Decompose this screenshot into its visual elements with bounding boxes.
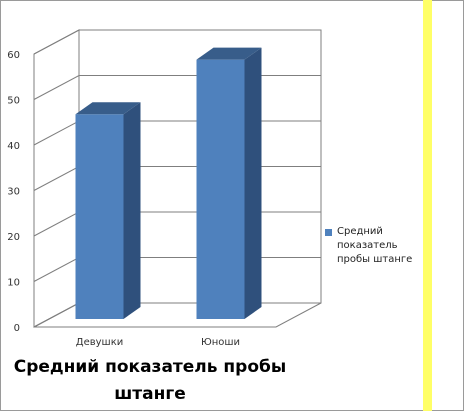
bar-front <box>75 114 124 319</box>
y-tick-label: 20 <box>7 232 20 243</box>
bar-top <box>75 102 141 115</box>
y-tick-label: 60 <box>7 50 20 61</box>
y-tick-label: 40 <box>7 141 20 152</box>
yellow-stripe <box>423 0 432 411</box>
gridline <box>33 75 321 100</box>
legend-label: Средний показатель пробы штанге <box>337 226 413 265</box>
legend-swatch <box>325 229 332 236</box>
y-tick-label: 10 <box>7 278 20 289</box>
x-tick-label: Юноши <box>201 337 240 348</box>
x-tick-label: Девушки <box>76 337 123 348</box>
chart-title: Средний показатель пробы штанге <box>13 357 287 404</box>
y-tick-label: 0 <box>14 323 20 334</box>
bar-side <box>123 102 141 319</box>
bar-front <box>196 59 245 320</box>
bar-top <box>196 47 262 60</box>
y-tick-label: 30 <box>7 187 20 198</box>
gridline <box>33 29 321 55</box>
bar-side <box>244 47 262 320</box>
y-tick-label: 50 <box>7 96 20 107</box>
legend: Средний показатель пробы штанге <box>325 225 425 267</box>
